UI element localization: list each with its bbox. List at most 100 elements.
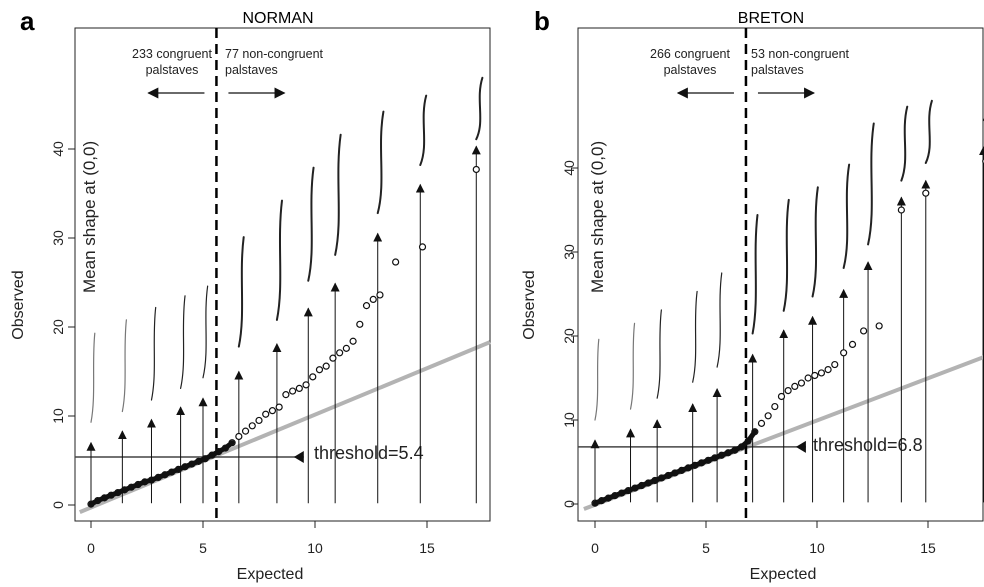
- data-point: [248, 422, 256, 430]
- data-point: [817, 369, 826, 377]
- x-tick-label: 15: [920, 540, 936, 556]
- x-tick-label: 5: [702, 540, 710, 556]
- palstave-shape: [782, 198, 790, 312]
- data-point: [376, 291, 384, 299]
- data-point: [302, 381, 310, 389]
- data-point: [336, 349, 344, 357]
- data-point: [241, 427, 250, 435]
- panel-title-a: NORMAN: [242, 10, 313, 27]
- dense-point-cluster: [745, 429, 758, 444]
- data-point: [875, 322, 883, 330]
- data-point: [282, 391, 290, 399]
- palstave-shape: [656, 309, 662, 399]
- data-point: [275, 403, 283, 411]
- data-point: [295, 384, 303, 393]
- dense-point-cluster: [222, 440, 235, 451]
- x-tick-label: 10: [307, 540, 323, 556]
- data-point: [349, 337, 357, 345]
- annotation-congruent-unit-a: palstaves: [146, 63, 199, 77]
- mean-shape-label-b: Mean shape at (0,0): [588, 141, 607, 293]
- palstave-shape: [924, 99, 933, 164]
- data-point: [848, 340, 857, 348]
- palstave-shape: [867, 122, 875, 246]
- data-point: [797, 379, 806, 387]
- annotation-congruent-unit-b: palstaves: [664, 63, 717, 77]
- palstave-shape: [376, 110, 385, 215]
- x-axis-label-b: Expected: [750, 566, 817, 583]
- panel-letter-b: b: [534, 6, 550, 36]
- data-point: [289, 387, 297, 395]
- x-tick-label: 0: [591, 540, 599, 556]
- data-point: [824, 366, 832, 374]
- y-tick-label: 20: [50, 319, 66, 335]
- panel-letter-a: a: [20, 6, 35, 36]
- palstave-shape: [275, 199, 283, 321]
- data-point: [784, 387, 792, 395]
- palstave-shape: [150, 306, 157, 401]
- y-tick-label: 0: [50, 501, 66, 509]
- data-point: [315, 366, 324, 374]
- palstave-shape: [900, 105, 909, 182]
- palstave-shape: [475, 76, 484, 141]
- y-tick-label: 0: [561, 500, 577, 508]
- annotation-congruent-count-a: 233 congruent: [132, 47, 212, 61]
- panel-b: b BRETON 266 congruent palstaves 53 non-…: [521, 6, 984, 583]
- palstave-shape: [307, 166, 315, 282]
- y-tick-label: 40: [50, 141, 66, 157]
- data-point: [268, 407, 277, 415]
- palstave-shape: [751, 214, 759, 335]
- data-point: [362, 302, 371, 310]
- data-point: [791, 382, 799, 390]
- data-point: [309, 373, 317, 381]
- y-tick-label: 10: [50, 408, 66, 424]
- annotation-noncongruent-count-b: 53 non-congruent: [751, 47, 850, 61]
- data-point: [342, 344, 350, 352]
- data-point: [840, 349, 848, 357]
- palstave-shape: [842, 163, 851, 269]
- annotation-congruent-count-b: 266 congruent: [650, 47, 730, 61]
- data-point: [235, 432, 243, 441]
- palstave-shape: [180, 295, 186, 390]
- data-point: [922, 189, 930, 197]
- palstave-shape: [419, 94, 428, 167]
- data-point: [811, 371, 819, 380]
- x-tick-label: 15: [419, 540, 435, 556]
- x-tick-label: 10: [809, 540, 825, 556]
- data-point: [757, 419, 766, 427]
- data-point: [777, 392, 786, 401]
- threshold-label-a: threshold=5.4: [314, 443, 424, 463]
- annotation-noncongruent-unit-a: palstaves: [225, 63, 278, 77]
- palstave-shape: [202, 285, 209, 379]
- data-point: [262, 410, 270, 418]
- data-point: [804, 374, 812, 382]
- x-axis-label-a: Expected: [237, 566, 304, 583]
- data-point: [831, 360, 839, 369]
- data-point: [771, 402, 779, 411]
- plot-frame: [74, 27, 491, 522]
- palstave-shape: [811, 186, 819, 298]
- data-point: [472, 165, 480, 174]
- annotation-noncongruent-count-a: 77 non-congruent: [225, 47, 324, 61]
- data-point: [369, 295, 377, 304]
- mean-shape-label-a: Mean shape at (0,0): [80, 141, 99, 293]
- panel-a: a NORMAN 233 congruent palstaves 77 non-…: [10, 6, 491, 583]
- x-tick-label: 0: [87, 540, 95, 556]
- palstave-shape: [90, 332, 96, 423]
- y-axis-label-b: Observed: [521, 270, 538, 339]
- y-axis-label-a: Observed: [10, 270, 27, 339]
- palstave-shape: [121, 319, 127, 413]
- data-point: [329, 354, 337, 362]
- panel-title-b: BRETON: [738, 10, 804, 27]
- palstave-shape: [629, 322, 636, 410]
- y-tick-label: 20: [561, 328, 577, 344]
- data-point: [392, 258, 400, 266]
- palstave-shape: [334, 133, 342, 256]
- reference-line: [79, 340, 491, 514]
- x-tick-label: 5: [199, 540, 207, 556]
- palstave-shape: [716, 272, 723, 368]
- threshold-arrowhead: [795, 440, 806, 453]
- palstave-shape: [594, 338, 600, 421]
- threshold-arrowhead: [293, 450, 304, 463]
- y-tick-label: 40: [561, 160, 577, 176]
